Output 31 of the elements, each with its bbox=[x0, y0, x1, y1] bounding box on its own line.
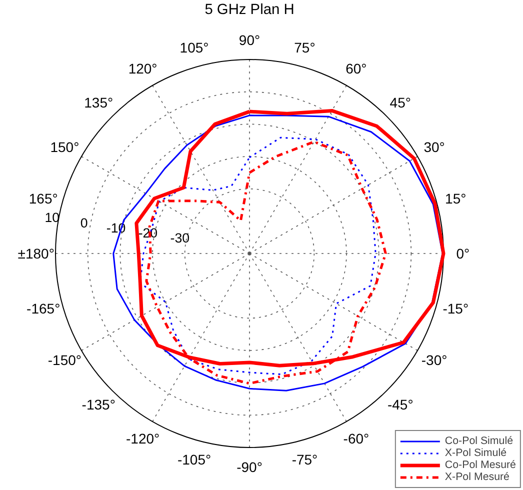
spoke-label: 30° bbox=[424, 138, 445, 155]
spoke-label: 75° bbox=[294, 39, 316, 56]
chart-title: 5 GHz Plan H bbox=[204, 2, 294, 18]
spoke-label: -30° bbox=[421, 352, 448, 368]
legend-label: X-Pol Mesuré bbox=[444, 471, 510, 483]
spoke-label: 15° bbox=[445, 190, 466, 206]
spoke-label: ±180° bbox=[18, 246, 54, 262]
spoke-label: 45° bbox=[390, 94, 411, 111]
y-tick-label: 0 bbox=[80, 215, 88, 230]
legend-label: X-Pol Simulé bbox=[444, 447, 507, 459]
spoke-label: -135° bbox=[82, 396, 116, 412]
spoke-label: 60° bbox=[346, 60, 367, 77]
spoke-label: 120° bbox=[128, 60, 158, 77]
spoke-label: -165° bbox=[26, 300, 60, 317]
spoke-label: -90° bbox=[236, 458, 262, 475]
legend-label: Co-Pol Mesuré bbox=[444, 459, 516, 471]
spoke-label: 165° bbox=[28, 190, 58, 206]
spoke-label: -105° bbox=[177, 452, 212, 468]
legend-label: Co-Pol Simulé bbox=[444, 435, 514, 447]
spoke-label: 150° bbox=[50, 138, 80, 155]
spoke-label: -60° bbox=[343, 430, 370, 446]
spoke-label: -75° bbox=[292, 452, 318, 468]
spoke-label: 135° bbox=[84, 94, 114, 111]
spoke-label: -150° bbox=[48, 352, 82, 368]
spoke-label: 105° bbox=[180, 39, 209, 56]
spoke-label: 0° bbox=[456, 246, 470, 262]
spoke-label: 90° bbox=[238, 32, 260, 48]
spoke-label: -120° bbox=[126, 430, 160, 446]
spoke-label: -45° bbox=[387, 396, 414, 412]
y-tick-label: -30 bbox=[170, 230, 190, 246]
spoke-label: -15° bbox=[442, 300, 469, 317]
